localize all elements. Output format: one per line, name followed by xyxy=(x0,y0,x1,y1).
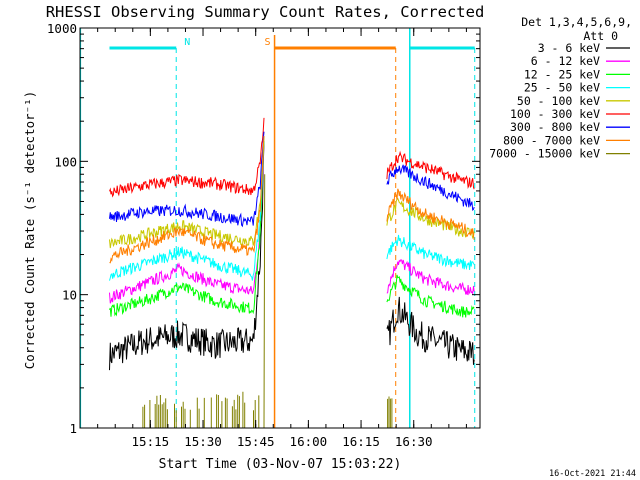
legend-label: 12 - 25 keV xyxy=(524,67,600,81)
series-0-post xyxy=(386,296,475,365)
legend-label: 800 - 7000 keV xyxy=(503,133,600,147)
footer-date: 16-Oct-2021 21:44 xyxy=(549,469,636,479)
legend-label: 100 - 300 keV xyxy=(510,107,600,121)
legend-label: 6 - 12 keV xyxy=(531,54,600,68)
y-tick-label: 100 xyxy=(54,154,77,169)
y-tick-label: 10 xyxy=(62,288,77,303)
series-1-post xyxy=(386,259,475,296)
series-5-post xyxy=(386,150,475,190)
legend-label: 3 - 6 keV xyxy=(538,41,600,55)
x-axis-label: Start Time (03-Nov-07 15:03:22) xyxy=(159,457,402,472)
x-tick-label: 16:00 xyxy=(290,434,328,449)
legend-label: 50 - 100 keV xyxy=(517,94,600,108)
y-tick-label: 1000 xyxy=(47,21,77,36)
chart-title: RHESSI Observing Summary Count Rates, Co… xyxy=(46,3,485,21)
series-1-pre xyxy=(109,142,265,304)
legend-header-line-2: Att 0 xyxy=(583,29,618,43)
series-7-pre xyxy=(109,136,265,264)
series-2-pre xyxy=(109,142,265,317)
plot-frame xyxy=(79,27,481,429)
series-3-post xyxy=(386,234,475,271)
series-2-post xyxy=(386,274,475,318)
flag-label-1: S xyxy=(265,37,271,48)
series-6-pre xyxy=(109,131,265,228)
series-6-post xyxy=(386,164,475,212)
series-0-pre xyxy=(109,141,265,371)
x-tick-label: 15:45 xyxy=(237,434,275,449)
series-3-pre xyxy=(109,136,265,281)
flag-label-0: N xyxy=(184,37,190,48)
x-tick-label: 15:30 xyxy=(184,434,222,449)
series-4-pre xyxy=(109,136,265,249)
x-tick-label: 16:15 xyxy=(342,434,380,449)
x-tick-label: 15:15 xyxy=(132,434,170,449)
x-tick-label: 16:30 xyxy=(395,434,433,449)
legend-label: 7000 - 15000 keV xyxy=(489,147,600,161)
legend-label: 25 - 50 keV xyxy=(524,81,600,95)
y-axis-label: Corrected Count Rate (s⁻¹ detector⁻¹) xyxy=(22,91,37,369)
series-5-pre xyxy=(109,117,265,198)
series-4-post xyxy=(386,197,475,240)
series-7-post xyxy=(386,188,475,240)
legend-header-line-1: Det 1,3,4,5,6,9, xyxy=(521,15,632,29)
y-tick-label: 1 xyxy=(69,421,77,436)
legend-label: 300 - 800 keV xyxy=(510,120,600,134)
